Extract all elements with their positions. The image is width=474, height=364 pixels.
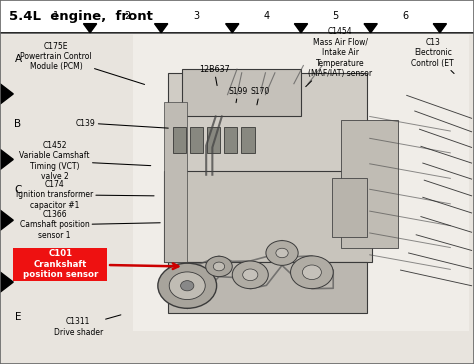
Circle shape xyxy=(276,248,288,258)
Bar xyxy=(190,127,203,153)
Text: 4: 4 xyxy=(264,11,269,21)
Bar xyxy=(133,33,469,331)
Polygon shape xyxy=(83,24,97,33)
Circle shape xyxy=(181,281,194,291)
Text: 2: 2 xyxy=(124,11,130,21)
Circle shape xyxy=(213,262,225,271)
Text: C1452
Variable Camshaft
Timing (VCT)
valve 2: C1452 Variable Camshaft Timing (VCT) val… xyxy=(19,141,151,181)
Text: S199: S199 xyxy=(228,87,247,103)
Text: C13
Electronic
Control (ET: C13 Electronic Control (ET xyxy=(411,38,454,74)
Text: C1454
Mass Air Flow/
Intake Air
Temperature
(MAF/IAT) sensor: C1454 Mass Air Flow/ Intake Air Temperat… xyxy=(306,27,373,87)
Bar xyxy=(207,127,220,153)
Bar xyxy=(341,120,398,248)
Polygon shape xyxy=(226,24,239,33)
Circle shape xyxy=(302,265,321,280)
Bar xyxy=(168,73,367,175)
Text: 6: 6 xyxy=(402,11,408,21)
Bar xyxy=(173,127,186,153)
Bar xyxy=(168,262,367,313)
Text: E: E xyxy=(15,312,21,323)
Text: A: A xyxy=(14,54,22,64)
Text: C1311
Drive shader: C1311 Drive shader xyxy=(54,315,121,337)
Text: D: D xyxy=(14,248,22,258)
Polygon shape xyxy=(0,210,13,230)
Circle shape xyxy=(266,241,298,265)
Text: S170: S170 xyxy=(250,87,269,105)
Polygon shape xyxy=(433,24,447,33)
Circle shape xyxy=(232,261,268,289)
Polygon shape xyxy=(0,272,13,292)
Text: C174
Ignition transformer
capacitor #1: C174 Ignition transformer capacitor #1 xyxy=(16,180,154,210)
Bar xyxy=(332,178,367,237)
Circle shape xyxy=(206,256,232,277)
Bar xyxy=(182,69,301,116)
Circle shape xyxy=(243,269,258,281)
Text: 3: 3 xyxy=(194,11,200,21)
Text: 5: 5 xyxy=(332,11,339,21)
Circle shape xyxy=(291,256,333,289)
Circle shape xyxy=(169,272,205,300)
Bar xyxy=(241,127,255,153)
Polygon shape xyxy=(0,84,13,104)
Polygon shape xyxy=(364,24,377,33)
Text: 12B637: 12B637 xyxy=(199,66,229,86)
Polygon shape xyxy=(294,24,308,33)
Text: C139: C139 xyxy=(76,119,168,128)
Circle shape xyxy=(158,263,217,308)
Text: C175E
Powertrain Control
Module (PCM): C175E Powertrain Control Module (PCM) xyxy=(20,41,145,84)
Polygon shape xyxy=(0,149,13,170)
Text: C101
Crankshaft
position sensor: C101 Crankshaft position sensor xyxy=(22,249,98,279)
Text: C: C xyxy=(14,185,22,195)
Text: 5.4L  engine,  front: 5.4L engine, front xyxy=(9,10,153,23)
Text: C1366
Camshaft position
sensor 1: C1366 Camshaft position sensor 1 xyxy=(19,210,160,240)
Bar xyxy=(13,248,107,281)
Text: B: B xyxy=(14,119,22,130)
Text: 1: 1 xyxy=(53,11,59,21)
Bar xyxy=(164,102,187,262)
Bar xyxy=(164,171,372,262)
Bar xyxy=(0,0,474,33)
Bar xyxy=(224,127,237,153)
Polygon shape xyxy=(155,24,168,33)
